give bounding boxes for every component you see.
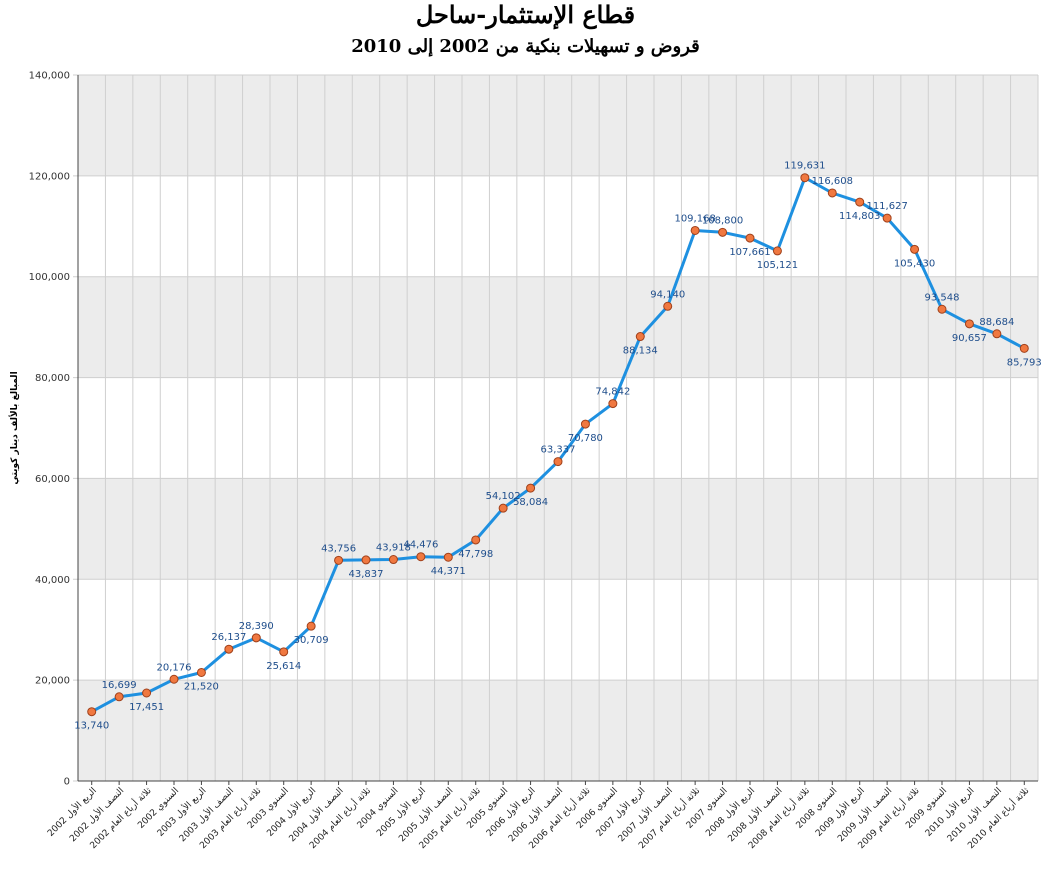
data-label: 44,476 <box>403 540 438 551</box>
data-label: 116,608 <box>812 176 853 187</box>
data-point <box>196 667 206 677</box>
data-label: 70,780 <box>568 433 603 444</box>
data-label: 30,709 <box>294 635 329 646</box>
data-point <box>1019 343 1029 353</box>
data-label: 47,798 <box>458 549 493 560</box>
data-label: 88,684 <box>979 317 1014 328</box>
data-point <box>526 483 536 493</box>
data-point <box>169 674 179 684</box>
y-tick-label: 100,000 <box>29 272 70 283</box>
data-label: 21,520 <box>184 681 219 692</box>
data-label: 105,121 <box>757 260 798 271</box>
data-label: 94,140 <box>650 289 685 300</box>
data-label: 58,084 <box>513 497 548 508</box>
grid-band <box>78 680 1038 781</box>
data-point <box>498 503 508 513</box>
data-label: 88,134 <box>623 346 658 357</box>
data-point <box>910 244 920 254</box>
y-tick-label: 80,000 <box>35 373 70 384</box>
y-tick-label: 140,000 <box>29 71 70 82</box>
data-point <box>937 304 947 314</box>
data-point <box>882 213 892 223</box>
data-point <box>718 227 728 237</box>
y-axis-label: المبالغ بالألف دينار كويتي <box>8 371 20 484</box>
data-point <box>855 197 865 207</box>
data-point <box>114 692 124 702</box>
data-point <box>964 319 974 329</box>
data-label: 44,371 <box>431 566 466 577</box>
data-label: 63,337 <box>541 445 576 456</box>
data-label: 28,390 <box>239 621 274 632</box>
data-label: 105,430 <box>894 258 935 269</box>
data-point <box>992 329 1002 339</box>
data-point <box>635 332 645 342</box>
grid-band <box>78 478 1038 580</box>
data-point <box>690 225 700 235</box>
data-label: 93,548 <box>925 292 960 303</box>
y-tick-label: 60,000 <box>35 474 70 485</box>
data-label: 114,803 <box>839 211 880 222</box>
data-label: 119,631 <box>784 161 825 172</box>
data-point <box>306 621 316 631</box>
data-point <box>87 707 97 717</box>
data-point <box>443 552 453 562</box>
data-point <box>471 535 481 545</box>
data-label: 111,627 <box>866 201 907 212</box>
data-point <box>279 647 289 657</box>
data-point <box>334 555 344 565</box>
grid-band <box>78 276 1038 378</box>
data-point <box>553 457 563 467</box>
data-point <box>388 555 398 565</box>
data-point <box>361 555 371 565</box>
data-label: 109,168 <box>674 213 715 224</box>
chart-subtitle: قروض و تسهيلات بنكية من 2002 إلى 2010 <box>351 36 700 57</box>
data-point <box>580 419 590 429</box>
data-point <box>251 633 261 643</box>
data-label: 43,837 <box>349 569 384 580</box>
y-tick-label: 40,000 <box>35 575 70 586</box>
data-label: 108,800 <box>702 215 743 226</box>
data-point <box>224 644 234 654</box>
data-label: 43,756 <box>321 543 356 554</box>
chart-title: قطاع الإستثمار-ساحل <box>415 0 636 29</box>
data-point <box>608 399 618 409</box>
data-point <box>827 188 837 198</box>
data-label: 85,793 <box>1007 357 1042 368</box>
data-label: 54,102 <box>486 491 521 502</box>
data-label: 43,918 <box>376 543 411 554</box>
data-label: 20,176 <box>157 662 192 673</box>
data-label: 107,661 <box>729 247 770 258</box>
y-tick-label: 120,000 <box>29 171 70 182</box>
data-label: 90,657 <box>952 333 987 344</box>
data-label: 13,740 <box>74 721 109 732</box>
data-point <box>745 233 755 243</box>
data-point <box>416 552 426 562</box>
data-label: 74,842 <box>595 387 630 398</box>
y-tick-label: 0 <box>64 777 70 788</box>
data-point <box>772 246 782 256</box>
data-label: 25,614 <box>266 661 301 672</box>
data-point <box>142 688 152 698</box>
data-label: 16,699 <box>102 680 137 691</box>
data-label: 17,451 <box>129 702 164 713</box>
grid-band <box>78 75 1038 176</box>
x-tick-label: الربع الأول 2002 <box>45 785 99 839</box>
data-point <box>663 301 673 311</box>
y-tick-label: 20,000 <box>35 676 70 687</box>
data-point <box>800 173 810 183</box>
data-label: 26,137 <box>211 632 246 643</box>
